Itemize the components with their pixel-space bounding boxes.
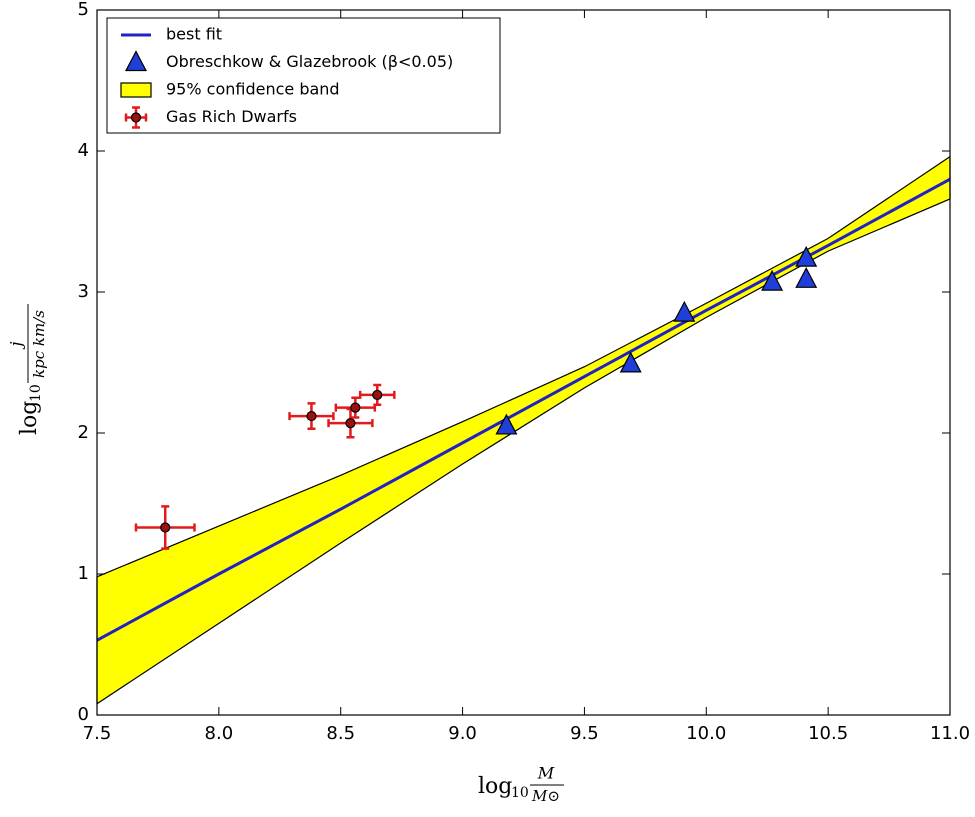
x-label-den: M⊙: [531, 787, 560, 805]
x-tick-label: 11.0: [930, 723, 970, 744]
confidence-band: [96, 155, 951, 705]
legend-swatch: [125, 50, 147, 72]
plot-frame: [96, 9, 951, 716]
x-tick-label: 9.0: [448, 723, 477, 744]
triangle-point: [495, 413, 518, 435]
y-tick-label: 0: [78, 704, 89, 725]
y-label-text: log: [17, 401, 42, 435]
legend-label: Obreschkow & Glazebrook (β<0.05): [166, 52, 453, 71]
dwarf-point: [160, 522, 171, 533]
y-tick-label: 5: [78, 0, 89, 20]
dwarf-point: [306, 410, 317, 422]
legend-label: 95% confidence band: [166, 80, 340, 99]
y-label-sub: 10: [28, 384, 44, 402]
legend-swatch: [130, 112, 142, 123]
x-tick-label: 10.5: [808, 723, 848, 744]
dwarf-point: [345, 418, 356, 429]
x-tick-label: 7.5: [83, 723, 112, 744]
y-tick-label: 2: [78, 422, 89, 443]
y-axis-label: log 10 j kpc km/s: [7, 304, 48, 435]
y-label-den: kpc km/s: [30, 310, 48, 378]
legend-label: best fit: [166, 25, 222, 44]
x-label-num: M: [537, 764, 555, 783]
x-label-text: log: [478, 774, 512, 799]
dwarf-point: [372, 389, 383, 401]
triangle-point: [795, 267, 818, 288]
legend-box: [106, 17, 501, 134]
x-tick-label: 9.5: [570, 723, 599, 744]
x-axis-label: log 10 M M⊙: [478, 764, 564, 805]
y-tick-label: 4: [78, 140, 89, 161]
plot-area: [96, 155, 951, 705]
triangle-point: [761, 269, 784, 291]
legend-swatch: [120, 82, 152, 98]
best-fit-line: [96, 177, 951, 642]
x-label-sub: 10: [511, 785, 529, 801]
dwarf-point: [350, 402, 361, 413]
y-tick-label: 1: [78, 563, 89, 584]
legend-label: Gas Rich Dwarfs: [166, 107, 297, 126]
y-label-num: j: [7, 341, 26, 349]
x-tick-label: 8.5: [326, 723, 355, 744]
x-tick-label: 8.0: [205, 723, 234, 744]
legend: best fit Obreschkow & Glazebrook (β<0.05)…: [106, 17, 501, 134]
y-tick-label: 3: [78, 281, 89, 302]
triangle-point: [795, 245, 818, 267]
x-tick-label: 10.0: [686, 723, 726, 744]
triangle-point: [673, 300, 696, 322]
triangle-point: [619, 351, 642, 373]
